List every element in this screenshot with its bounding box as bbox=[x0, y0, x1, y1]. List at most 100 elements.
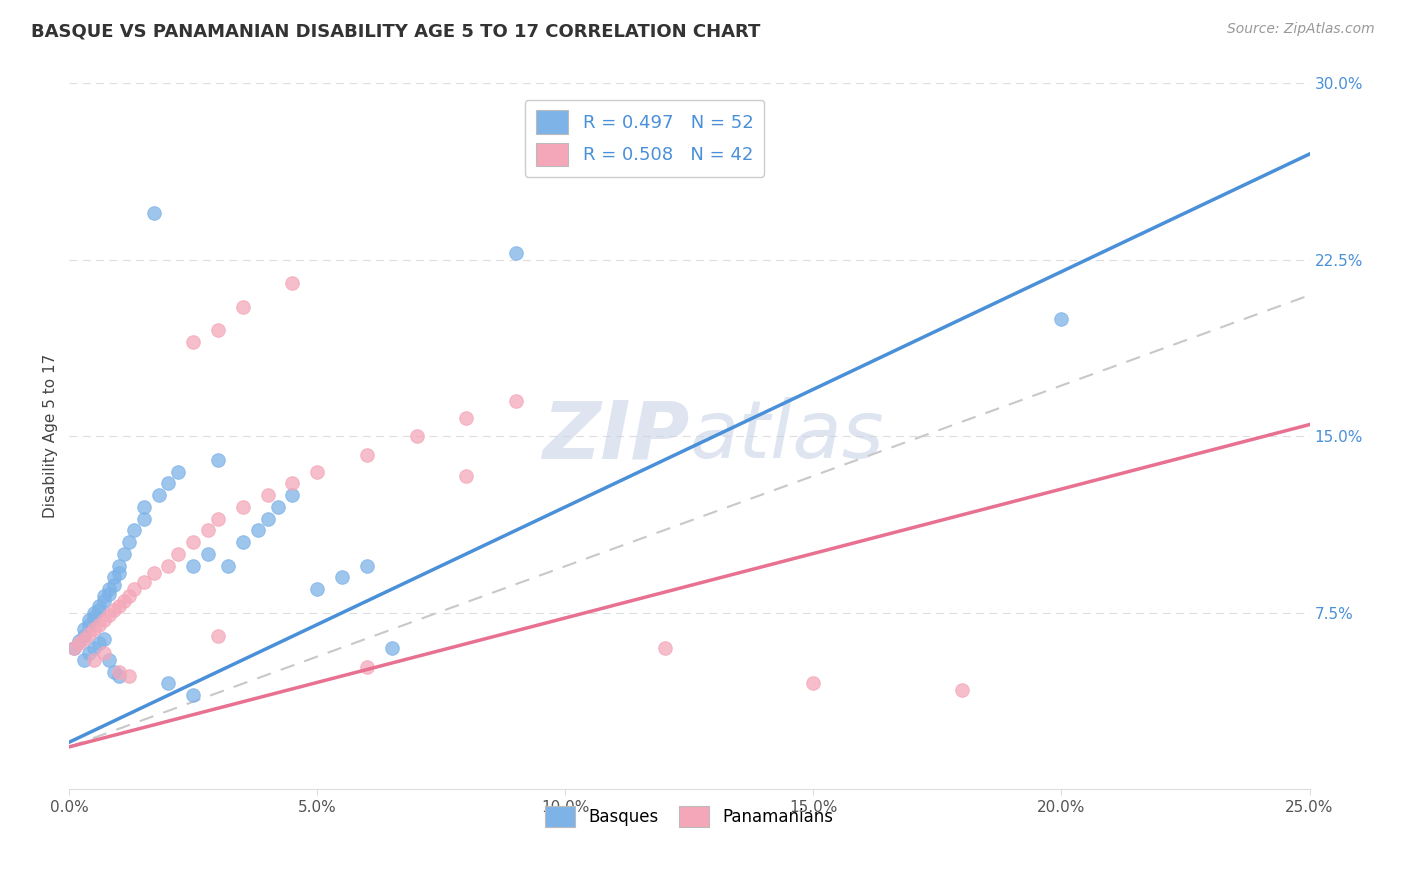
Point bbox=[456, 469, 478, 483]
Text: ZIP: ZIP bbox=[541, 397, 689, 475]
Point bbox=[108, 665, 131, 679]
Point bbox=[67, 634, 90, 648]
Point bbox=[73, 629, 96, 643]
Point bbox=[87, 603, 110, 617]
Point bbox=[112, 594, 135, 608]
Point bbox=[87, 599, 110, 613]
Point bbox=[356, 558, 378, 573]
Point bbox=[307, 465, 329, 479]
Point bbox=[97, 582, 120, 597]
Point bbox=[83, 606, 105, 620]
Point bbox=[266, 500, 288, 514]
Point bbox=[87, 617, 110, 632]
Point bbox=[108, 599, 131, 613]
Point bbox=[132, 575, 155, 590]
Point bbox=[232, 500, 254, 514]
Point bbox=[118, 590, 141, 604]
Point bbox=[87, 636, 110, 650]
Point bbox=[307, 582, 329, 597]
Point bbox=[381, 641, 404, 656]
Point bbox=[103, 603, 125, 617]
Point bbox=[118, 535, 141, 549]
Y-axis label: Disability Age 5 to 17: Disability Age 5 to 17 bbox=[44, 354, 58, 518]
Point bbox=[256, 511, 278, 525]
Point bbox=[132, 511, 155, 525]
Point bbox=[232, 535, 254, 549]
Point bbox=[181, 535, 204, 549]
Point bbox=[167, 547, 190, 561]
Point bbox=[197, 547, 219, 561]
Point bbox=[142, 206, 165, 220]
Point bbox=[97, 653, 120, 667]
Point bbox=[356, 660, 378, 674]
Point bbox=[217, 558, 239, 573]
Point bbox=[157, 676, 180, 690]
Point bbox=[281, 488, 304, 502]
Point bbox=[207, 323, 229, 337]
Point bbox=[83, 641, 105, 656]
Point bbox=[197, 524, 219, 538]
Point bbox=[505, 394, 527, 409]
Point bbox=[181, 335, 204, 350]
Point bbox=[93, 613, 115, 627]
Point bbox=[93, 632, 115, 646]
Point bbox=[148, 488, 170, 502]
Point bbox=[93, 590, 115, 604]
Point bbox=[950, 683, 973, 698]
Point bbox=[103, 665, 125, 679]
Point bbox=[256, 488, 278, 502]
Point bbox=[97, 608, 120, 623]
Point bbox=[181, 688, 204, 702]
Point bbox=[97, 587, 120, 601]
Point bbox=[405, 429, 427, 443]
Point bbox=[122, 524, 145, 538]
Point bbox=[181, 558, 204, 573]
Point bbox=[207, 453, 229, 467]
Text: Source: ZipAtlas.com: Source: ZipAtlas.com bbox=[1227, 22, 1375, 37]
Point bbox=[93, 594, 115, 608]
Point bbox=[142, 566, 165, 580]
Point bbox=[67, 636, 90, 650]
Point bbox=[132, 500, 155, 514]
Point bbox=[1050, 311, 1073, 326]
Point bbox=[73, 632, 96, 646]
Point bbox=[83, 653, 105, 667]
Point bbox=[505, 245, 527, 260]
Point bbox=[803, 676, 825, 690]
Point bbox=[103, 577, 125, 591]
Point bbox=[330, 570, 353, 584]
Point bbox=[122, 582, 145, 597]
Point bbox=[63, 641, 86, 656]
Point bbox=[281, 476, 304, 491]
Point bbox=[77, 646, 100, 660]
Point bbox=[63, 641, 86, 656]
Point bbox=[108, 566, 131, 580]
Point bbox=[207, 629, 229, 643]
Point bbox=[93, 646, 115, 660]
Point bbox=[108, 669, 131, 683]
Point bbox=[157, 476, 180, 491]
Point bbox=[207, 511, 229, 525]
Point bbox=[167, 465, 190, 479]
Legend: Basques, Panamanians: Basques, Panamanians bbox=[538, 799, 839, 834]
Point bbox=[157, 558, 180, 573]
Point bbox=[246, 524, 269, 538]
Point bbox=[654, 641, 676, 656]
Point bbox=[112, 547, 135, 561]
Point bbox=[83, 610, 105, 624]
Point bbox=[77, 627, 100, 641]
Point bbox=[281, 277, 304, 291]
Point bbox=[83, 622, 105, 636]
Text: BASQUE VS PANAMANIAN DISABILITY AGE 5 TO 17 CORRELATION CHART: BASQUE VS PANAMANIAN DISABILITY AGE 5 TO… bbox=[31, 22, 761, 40]
Point bbox=[77, 617, 100, 632]
Point bbox=[356, 448, 378, 462]
Point bbox=[77, 613, 100, 627]
Point bbox=[73, 653, 96, 667]
Point bbox=[456, 410, 478, 425]
Text: atlas: atlas bbox=[689, 397, 884, 475]
Point bbox=[118, 669, 141, 683]
Point bbox=[108, 558, 131, 573]
Point bbox=[73, 622, 96, 636]
Point bbox=[103, 570, 125, 584]
Point bbox=[232, 300, 254, 314]
